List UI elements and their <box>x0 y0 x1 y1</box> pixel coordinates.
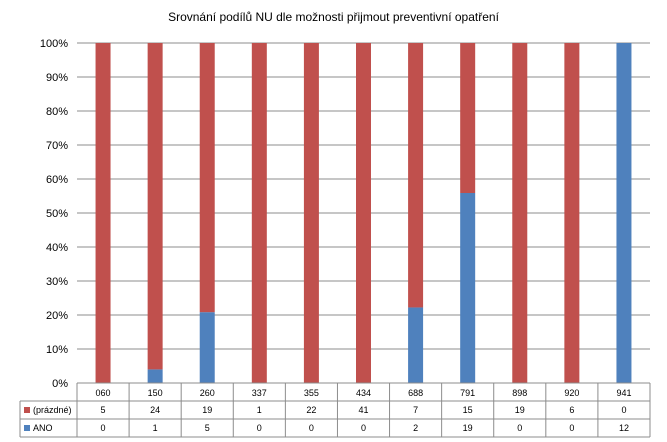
data-label: 24 <box>150 405 160 415</box>
category-label: 434 <box>356 388 371 398</box>
data-label: 41 <box>358 405 368 415</box>
legend-swatch <box>24 425 30 431</box>
bar-empty <box>199 43 215 313</box>
data-label: 0 <box>309 423 314 433</box>
bar-ano <box>460 193 476 383</box>
data-label: 5 <box>101 405 106 415</box>
data-label: 7 <box>413 405 418 415</box>
y-tick-label: 40% <box>46 242 68 254</box>
bar-empty <box>95 43 111 383</box>
bar-ano <box>616 43 632 383</box>
y-tick-label: 50% <box>46 208 68 220</box>
category-label: 060 <box>96 388 111 398</box>
category-label: 337 <box>252 388 267 398</box>
category-label: 898 <box>512 388 527 398</box>
bar-ano <box>199 312 215 383</box>
bar-ano <box>408 307 424 383</box>
data-label: 19 <box>515 405 525 415</box>
y-tick-label: 0% <box>52 378 68 390</box>
legend-swatch <box>24 407 30 413</box>
data-label: 2 <box>413 423 418 433</box>
data-label: 1 <box>153 423 158 433</box>
category-label: 688 <box>408 388 423 398</box>
data-label: 0 <box>101 423 106 433</box>
data-label: 0 <box>569 423 574 433</box>
bar-empty <box>147 43 163 370</box>
data-label: 12 <box>619 423 629 433</box>
category-label: 260 <box>200 388 215 398</box>
category-label: 355 <box>304 388 319 398</box>
y-tick-label: 20% <box>46 310 68 322</box>
category-label: 150 <box>148 388 163 398</box>
data-label: 19 <box>463 423 473 433</box>
y-tick-label: 90% <box>46 72 68 84</box>
category-label: 920 <box>564 388 579 398</box>
data-label: 0 <box>517 423 522 433</box>
category-label: 941 <box>616 388 631 398</box>
data-label: 0 <box>621 405 626 415</box>
legend-label: ANO <box>33 423 53 433</box>
y-tick-label: 10% <box>46 344 68 356</box>
legend-label: (prázdné) <box>33 405 72 415</box>
chart-title: Srovnání podílů NU dle možnosti přijmout… <box>168 10 499 24</box>
bar-empty <box>356 43 371 383</box>
data-label: 1 <box>257 405 262 415</box>
category-label: 791 <box>460 388 475 398</box>
y-tick-label: 30% <box>46 276 68 288</box>
y-tick-label: 60% <box>46 174 68 186</box>
y-tick-label: 80% <box>46 106 68 118</box>
bar-empty <box>251 43 267 383</box>
bar-empty <box>564 43 580 383</box>
data-label: 0 <box>257 423 262 433</box>
data-label: 22 <box>306 405 316 415</box>
bar-empty <box>408 43 424 308</box>
data-label: 15 <box>463 405 473 415</box>
bar-empty <box>512 43 528 383</box>
data-label: 6 <box>569 405 574 415</box>
data-label: 19 <box>202 405 212 415</box>
y-tick-label: 100% <box>40 38 68 50</box>
y-tick-label: 70% <box>46 140 68 152</box>
bar-empty <box>303 43 319 383</box>
data-label: 0 <box>361 423 366 433</box>
bar-ano <box>147 369 163 383</box>
bar-empty <box>460 43 476 193</box>
data-label: 5 <box>205 423 210 433</box>
